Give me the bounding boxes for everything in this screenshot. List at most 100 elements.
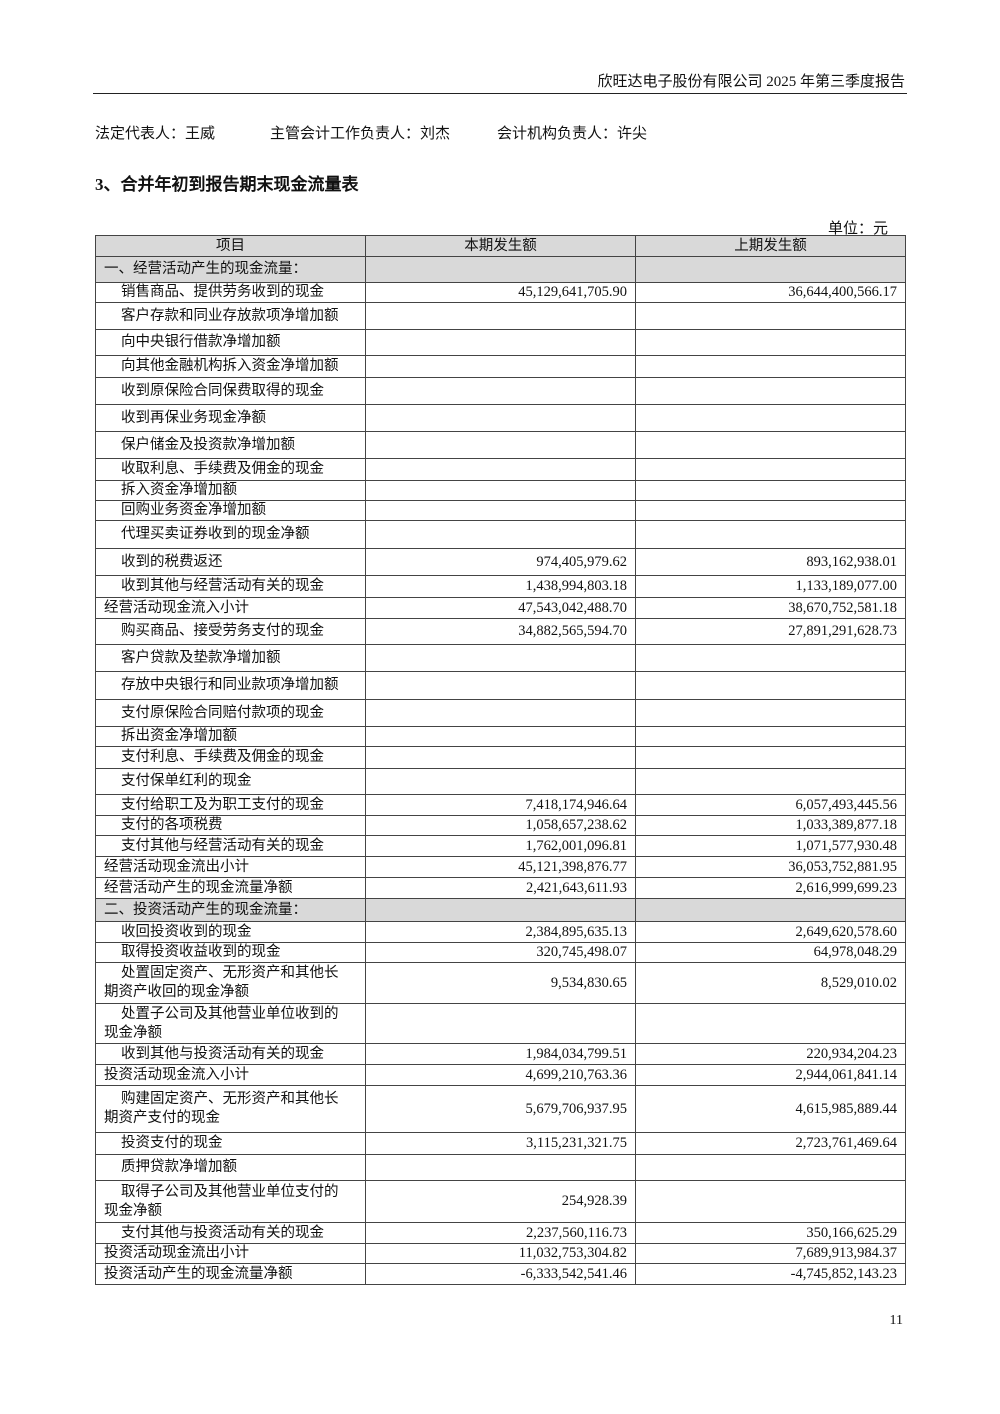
amount-cell: 893,162,938.01	[635, 548, 906, 576]
amount-cell: 2,237,560,116.73	[365, 1222, 636, 1244]
item-cell: 取得投资收益收到的现金	[95, 942, 366, 963]
amount-cell	[635, 377, 906, 405]
amount-cell: 7,689,913,984.37	[635, 1243, 906, 1264]
table-row: 拆入资金净增加额	[95, 480, 906, 501]
amount-cell	[635, 726, 906, 747]
amount-cell	[365, 644, 636, 672]
header-cell: 上期发生额	[635, 235, 906, 257]
amount-cell	[365, 355, 636, 378]
item-cell: 投资支付的现金	[95, 1132, 366, 1155]
item-cell: 收到原保险合同保费取得的现金	[95, 377, 366, 405]
amount-cell	[365, 699, 636, 727]
unit-label: 单位：元	[827, 221, 888, 237]
table-row: 客户存款和同业存放款项净增加额	[95, 302, 906, 330]
amount-cell	[365, 1154, 636, 1181]
table-row: 存放中央银行和同业款项净增加额	[95, 671, 906, 700]
amount-cell: 47,543,042,488.70	[365, 597, 636, 619]
item-cell: 收取利息、手续费及佣金的现金	[95, 458, 366, 481]
item-cell: 支付给职工及为职工支付的现金	[95, 794, 366, 816]
item-cell: 支付其他与经营活动有关的现金	[95, 835, 366, 857]
amount-cell	[365, 520, 636, 549]
table-row: 投资活动现金流出小计 11,032,753,304.82 7,689,913,984…	[95, 1243, 906, 1264]
table-row: 代理买卖证券收到的现金净额	[95, 520, 906, 549]
amount-cell	[635, 329, 906, 356]
amount-cell	[635, 671, 906, 700]
amount-cell: 2,723,761,469.64	[635, 1132, 906, 1155]
page-number: 11	[889, 1313, 903, 1328]
amount-cell	[635, 458, 906, 481]
amount-cell	[635, 520, 906, 549]
amount-cell	[365, 671, 636, 700]
amount-cell	[365, 1003, 636, 1044]
amount-cell	[365, 898, 636, 922]
amount-cell: 7,418,174,946.64	[365, 794, 636, 816]
item-cell: 保户储金及投资款净增加额	[95, 431, 366, 459]
table-row: 收到其他与经营活动有关的现金 1,438,994,803.18 1,133,189,…	[95, 575, 906, 598]
table-row: 购建固定资产、无形资产和其他长期资产支付的现金 5,679,706,937.95 4…	[95, 1085, 906, 1133]
table-row: 收到原保险合同保费取得的现金	[95, 377, 906, 405]
amount-cell: 3,115,231,321.75	[365, 1132, 636, 1155]
item-cell: 销售商品、提供劳务收到的现金	[95, 282, 366, 303]
amount-cell	[635, 500, 906, 521]
table-row: 支付其他与经营活动有关的现金 1,762,001,096.81 1,071,577,…	[95, 835, 906, 857]
amount-cell	[635, 1003, 906, 1044]
amount-cell	[365, 404, 636, 432]
amount-cell: 254,928.39	[365, 1180, 636, 1223]
amount-cell: 1,133,189,077.00	[635, 575, 906, 598]
amount-cell: 6,057,493,445.56	[635, 794, 906, 816]
item-cell: 收到其他与投资活动有关的现金	[95, 1043, 366, 1065]
signatory: 主管会计工作负责人：刘杰	[270, 126, 451, 142]
header-cell: 本期发生额	[365, 235, 636, 257]
table-row: 取得子公司及其他营业单位支付的现金净额 254,928.39	[95, 1180, 906, 1223]
amount-cell	[365, 746, 636, 769]
amount-cell	[365, 480, 636, 501]
amount-cell: 2,616,999,699.23	[635, 877, 906, 899]
header-rule	[93, 93, 907, 94]
amount-cell	[635, 699, 906, 727]
amount-cell: 4,699,210,763.36	[365, 1064, 636, 1086]
item-cell: 支付利息、手续费及佣金的现金	[95, 746, 366, 769]
item-cell: 投资活动现金流入小计	[95, 1064, 366, 1086]
amount-cell	[635, 302, 906, 330]
item-cell: 支付的各项税费	[95, 815, 366, 836]
amount-cell	[635, 1154, 906, 1181]
table-row: 收取利息、手续费及佣金的现金	[95, 458, 906, 481]
amount-cell: 320,745,498.07	[365, 942, 636, 963]
amount-cell: 1,071,577,930.48	[635, 835, 906, 857]
amount-cell: 2,421,643,611.93	[365, 877, 636, 899]
table-row: 经营活动现金流入小计 47,543,042,488.70 38,670,752,58…	[95, 597, 906, 619]
table-row: 处置固定资产、无形资产和其他长期资产收回的现金净额 9,534,830.65 8,5…	[95, 962, 906, 1004]
item-cell: 投资活动现金流出小计	[95, 1243, 366, 1264]
amount-cell: 2,649,620,578.60	[635, 921, 906, 943]
amount-cell: 36,053,752,881.95	[635, 856, 906, 878]
item-cell: 收回投资收到的现金	[95, 921, 366, 943]
table-row: 收回投资收到的现金 2,384,895,635.13 2,649,620,578.6…	[95, 921, 906, 943]
amount-cell: 2,384,895,635.13	[365, 921, 636, 943]
table-row: 处置子公司及其他营业单位收到的现金净额	[95, 1003, 906, 1044]
item-cell: 购买商品、接受劳务支付的现金	[95, 618, 366, 645]
item-cell: 客户贷款及垫款净增加额	[95, 644, 366, 672]
item-cell: 经营活动现金流出小计	[95, 856, 366, 878]
item-cell: 拆出资金净增加额	[95, 726, 366, 747]
item-cell: 投资活动产生的现金流量净额	[95, 1263, 366, 1285]
amount-cell	[365, 726, 636, 747]
item-cell: 收到再保业务现金净额	[95, 404, 366, 432]
amount-cell: -6,333,542,541.46	[365, 1263, 636, 1285]
item-cell: 经营活动现金流入小计	[95, 597, 366, 619]
section-title: 3、合并年初到报告期末现金流量表	[95, 175, 359, 194]
item-cell: 支付其他与投资活动有关的现金	[95, 1222, 366, 1244]
item-cell: 向其他金融机构拆入资金净增加额	[95, 355, 366, 378]
table-row: 客户贷款及垫款净增加额	[95, 644, 906, 672]
table-row: 投资活动现金流入小计 4,699,210,763.36 2,944,061,841.…	[95, 1064, 906, 1086]
amount-cell	[365, 302, 636, 330]
table-row: 投资活动产生的现金流量净额 -6,333,542,541.46 -4,745,852…	[95, 1263, 906, 1285]
amount-cell	[635, 746, 906, 769]
table-row: 收到其他与投资活动有关的现金 1,984,034,799.51 220,934,20…	[95, 1043, 906, 1065]
table-row: 支付保单红利的现金	[95, 768, 906, 795]
table-row: 向其他金融机构拆入资金净增加额	[95, 355, 906, 378]
item-cell: 处置固定资产、无形资产和其他长期资产收回的现金净额	[95, 962, 366, 1004]
table-row: 经营活动现金流出小计 45,121,398,876.77 36,053,752,88…	[95, 856, 906, 878]
amount-cell: 350,166,625.29	[635, 1222, 906, 1244]
amount-cell	[365, 377, 636, 405]
